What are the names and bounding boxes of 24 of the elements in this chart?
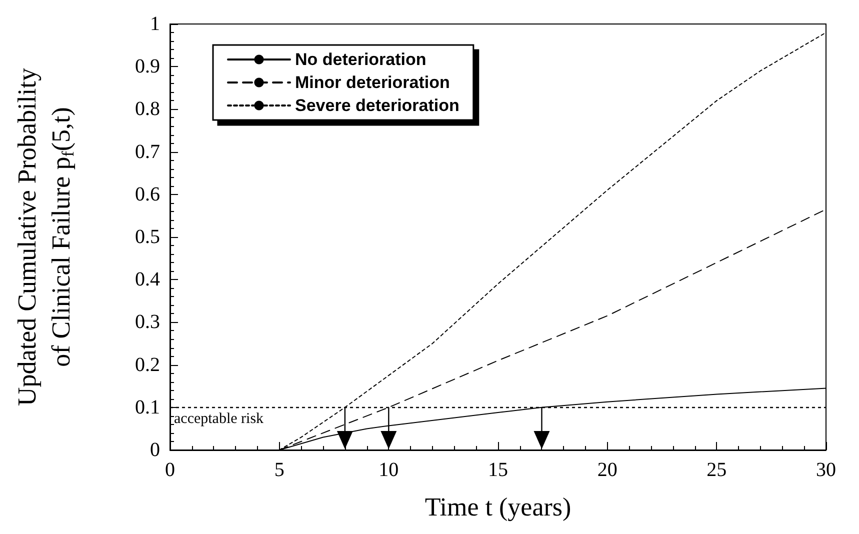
- legend-label: Severe deterioration: [295, 96, 460, 115]
- legend-label: Minor deterioration: [295, 73, 450, 92]
- x-tick-label: 0: [165, 459, 175, 481]
- y-tick-label: 0.5: [135, 226, 160, 248]
- x-tick-label: 5: [274, 459, 284, 481]
- x-tick-label: 30: [816, 459, 836, 481]
- x-tick-label: 20: [597, 459, 618, 481]
- y-tick-label: 0.9: [135, 56, 160, 78]
- legend-label: No deterioration: [295, 50, 426, 69]
- x-tick-label: 15: [488, 459, 508, 481]
- x-tick-label: 10: [378, 459, 399, 481]
- x-axis-title: Time t (years): [424, 492, 572, 522]
- ref-line-label: acceptable risk: [174, 410, 264, 427]
- y-tick-label: 0.7: [135, 140, 160, 163]
- x-tick-label: 25: [706, 459, 727, 481]
- y-tick-label: 0.8: [135, 98, 160, 120]
- y-axis-title: Updated Cumulative Probability of Clinical Failure pf(5,t): [12, 68, 78, 406]
- y-tick-label: 1: [150, 13, 160, 35]
- y-tick-label: 0: [150, 439, 160, 461]
- y-tick-label: 0.1: [135, 396, 160, 418]
- y-tick-label: 0.6: [135, 183, 160, 206]
- y-tick-label: 0.4: [135, 268, 160, 291]
- y-tick-label: 0.2: [135, 354, 160, 376]
- y-tick-label: 0.3: [135, 311, 160, 334]
